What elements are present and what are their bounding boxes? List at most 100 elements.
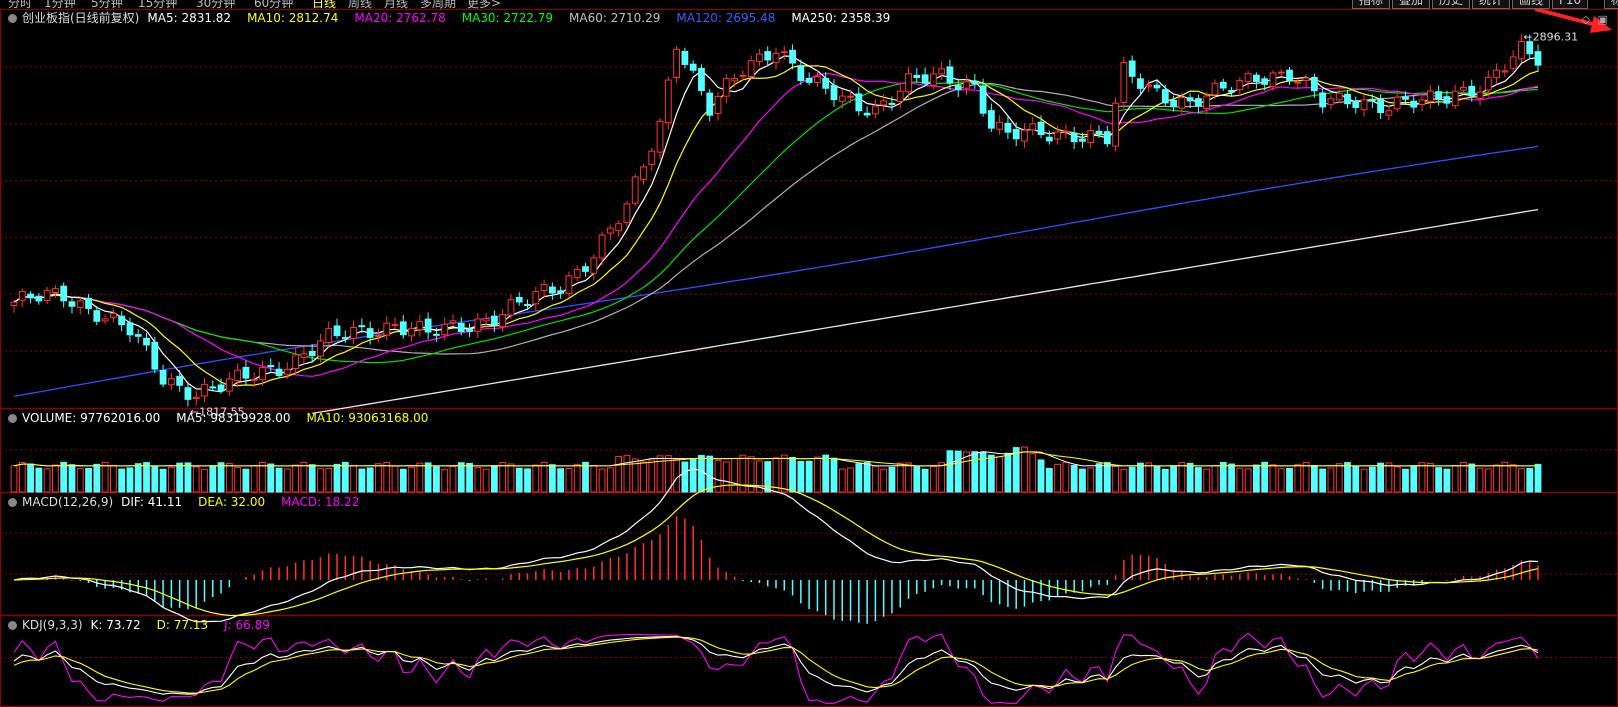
volume-bar xyxy=(1228,463,1235,493)
volume-bar xyxy=(408,466,415,493)
volume-bar xyxy=(557,468,565,493)
legend-toggle-icon[interactable] xyxy=(8,621,17,630)
legend-toggle-icon[interactable] xyxy=(8,498,17,507)
candle-body xyxy=(905,73,912,93)
period-tab[interactable]: 30分钟 xyxy=(196,0,236,9)
volume-bar xyxy=(1327,467,1335,493)
candle-body xyxy=(1228,89,1235,93)
volume-bar xyxy=(1079,468,1086,493)
volume-bar xyxy=(1476,467,1484,493)
period-tab[interactable]: 更多> xyxy=(467,0,502,9)
toolbar-button[interactable]: 叠加 xyxy=(1392,0,1431,9)
candle-body xyxy=(176,375,184,386)
main-legend: 创业板指(日线前复权) MA5: 2831.82 MA10: 2812.74 MA20… xyxy=(8,10,906,26)
period-tab[interactable]: 月线 xyxy=(384,0,409,9)
volume-bar xyxy=(673,459,681,493)
volume-bar xyxy=(722,461,730,493)
toolbar-button[interactable]: 指标 xyxy=(1352,0,1391,9)
volume-bar xyxy=(1112,465,1119,493)
candle-body xyxy=(1103,131,1111,145)
candle-body xyxy=(863,112,871,116)
volume-bar xyxy=(1161,468,1169,493)
volume-bar xyxy=(283,468,291,493)
volume-bar xyxy=(399,468,407,493)
candle-body xyxy=(457,322,465,333)
candle-body xyxy=(648,150,656,165)
legend-title: 创业板指(日线前复权) xyxy=(22,11,140,25)
period-tab[interactable]: 多周期 xyxy=(420,0,457,9)
candle-body xyxy=(1161,89,1169,104)
volume-bar xyxy=(1294,463,1302,493)
volume-bar xyxy=(482,468,490,493)
volume-bar xyxy=(764,461,772,493)
diamond-icon[interactable]: ◇ xyxy=(1581,13,1591,26)
toolbar-button[interactable]: 历史 xyxy=(1432,0,1471,9)
candle-body xyxy=(548,286,556,294)
volume-bar xyxy=(532,464,540,493)
candle-body xyxy=(524,303,531,306)
period-tab[interactable]: 60分钟 xyxy=(254,0,294,9)
volume-bar xyxy=(18,461,26,493)
candle-body xyxy=(209,386,217,389)
volume-bar xyxy=(10,465,18,493)
candle-body xyxy=(1344,93,1351,105)
period-tab[interactable]: 周线 xyxy=(348,0,373,9)
candle-body xyxy=(979,85,987,114)
candle-body xyxy=(449,320,457,324)
candle-body xyxy=(921,74,929,84)
candle-body xyxy=(383,322,391,336)
candle-body xyxy=(1087,130,1095,144)
volume-bar xyxy=(350,464,357,493)
candle-body xyxy=(1128,60,1136,77)
toolbar-button[interactable]: 画线 xyxy=(1512,0,1551,9)
volume-bar xyxy=(664,455,672,493)
ma30-line xyxy=(13,81,1539,364)
candle-body xyxy=(474,318,482,332)
legend-item: MA10: 93063168.00 xyxy=(306,411,429,425)
candle-body xyxy=(971,80,979,85)
legend-toggle-icon[interactable] xyxy=(8,414,17,423)
toolbar-button[interactable]: F10 xyxy=(1552,0,1589,9)
period-tab[interactable]: 5分钟 xyxy=(91,0,123,9)
candle-body xyxy=(76,300,84,308)
candle-body xyxy=(118,315,126,326)
corner-icons[interactable]: ◇ ▣ xyxy=(1578,13,1608,26)
volume-bar xyxy=(814,456,821,493)
candle-body xyxy=(1004,122,1012,133)
candle-body xyxy=(317,340,324,357)
candle-body xyxy=(987,110,995,129)
candle-body xyxy=(780,51,788,54)
candle-body xyxy=(656,120,664,153)
window-icon[interactable]: ▣ xyxy=(1597,13,1608,26)
candle-body xyxy=(830,85,838,101)
volume-bar xyxy=(1534,463,1542,493)
legend-toggle-icon[interactable] xyxy=(8,14,17,23)
candle-body xyxy=(1186,97,1194,102)
period-tab[interactable]: 分时 xyxy=(8,0,33,9)
toolbar-button[interactable]: 标记 xyxy=(1604,0,1618,9)
period-tab[interactable]: 1分钟 xyxy=(44,0,76,9)
candle-body xyxy=(259,367,266,381)
volume-bar xyxy=(143,462,150,493)
period-tab[interactable]: 15分钟 xyxy=(138,0,178,9)
ma250-line xyxy=(312,208,1539,415)
volume-bar xyxy=(1178,462,1186,493)
candle-body xyxy=(1443,96,1451,104)
candle-body xyxy=(1476,91,1484,100)
period-tab-bar: 分时 1分钟 5分钟 15分钟 30分钟 60分钟 日线 周线 月线 多周期 更多> 指标 叠加 历史 统计… xyxy=(0,0,1618,9)
volume-bar xyxy=(167,466,175,493)
candle-body xyxy=(366,328,374,338)
candle-body xyxy=(167,378,175,386)
candle-body xyxy=(1310,76,1318,92)
arrow-head-icon xyxy=(1590,16,1612,33)
candle-body xyxy=(1021,129,1028,142)
candle-body xyxy=(433,333,440,336)
toolbar-button[interactable]: 统计 xyxy=(1472,0,1511,9)
period-tab[interactable]: 日线 xyxy=(312,0,337,9)
volume-bar xyxy=(1145,462,1153,493)
candle-body xyxy=(109,313,117,318)
candle-body xyxy=(698,67,705,91)
volume-bar xyxy=(490,465,498,493)
volume-bar xyxy=(43,468,51,493)
